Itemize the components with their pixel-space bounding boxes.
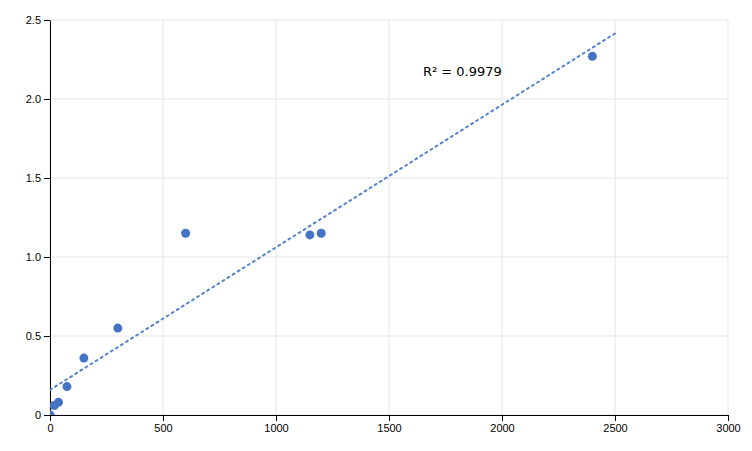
grid-line-x — [276, 20, 277, 415]
y-tick-label: 1.0 — [26, 251, 41, 263]
y-tick-label: 1.5 — [26, 172, 41, 184]
x-tick-mark — [728, 415, 729, 421]
y-tick-mark — [44, 178, 50, 179]
y-tick: 1.5 — [26, 172, 50, 184]
x-tick-label: 2000 — [490, 422, 514, 434]
scatter-point — [588, 52, 597, 61]
y-tick-label: 2.0 — [26, 93, 41, 105]
x-tick-label: 0 — [47, 422, 53, 434]
grid-line-x — [163, 20, 164, 415]
x-tick-label: 1500 — [377, 422, 401, 434]
y-tick-mark — [44, 336, 50, 337]
y-tick-label: 2.5 — [26, 14, 41, 26]
x-tick-mark — [276, 415, 277, 421]
x-tick: 0 — [47, 415, 53, 434]
x-tick-mark — [50, 415, 51, 421]
annotations: R² = 0.9979 — [423, 64, 502, 79]
scatter-point — [79, 354, 88, 363]
y-tick-label: 0.5 — [26, 330, 41, 342]
y-tick: 2.0 — [26, 93, 50, 105]
x-tick-label: 3000 — [716, 422, 740, 434]
grid-line-x — [728, 20, 729, 415]
grid-line-x — [502, 20, 503, 415]
grid-line-x — [389, 20, 390, 415]
plot: 0 500 1000 1500 2000 2500 3000 0 0.5 1.0 1.5 2.0 2.5… — [26, 14, 741, 434]
grid-line-x — [50, 20, 51, 415]
grid-line-y — [50, 257, 728, 258]
y-tick-label: 0 — [35, 409, 41, 421]
chart-container: 0 500 1000 1500 2000 2500 3000 0 0.5 1.0 1.5 2.0 2.5… — [0, 0, 752, 451]
x-tick-mark — [163, 415, 164, 421]
y-tick-mark — [44, 415, 50, 416]
y-tick: 0 — [35, 409, 50, 421]
scatter-point — [317, 229, 326, 238]
y-tick-mark — [44, 99, 50, 100]
x-tick-mark — [502, 415, 503, 421]
x-tick: 1000 — [264, 415, 288, 434]
x-tick-mark — [389, 415, 390, 421]
y-axis: 0 0.5 1.0 1.5 2.0 2.5 — [26, 14, 51, 421]
scatter-point — [113, 324, 122, 333]
x-tick: 1500 — [377, 415, 401, 434]
x-axis: 0 500 1000 1500 2000 2500 3000 — [47, 415, 740, 434]
scatter-point — [62, 382, 71, 391]
x-tick: 2500 — [603, 415, 627, 434]
x-tick-label: 1000 — [264, 422, 288, 434]
marks — [50, 33, 615, 415]
scatter-point — [181, 229, 190, 238]
scatter-point — [54, 398, 63, 407]
chart-svg: 0 500 1000 1500 2000 2500 3000 0 0.5 1.0 1.5 2.0 2.5… — [0, 0, 752, 451]
x-tick: 3000 — [716, 415, 740, 434]
y-tick-mark — [44, 257, 50, 258]
y-axis-line — [50, 21, 51, 416]
x-tick-label: 500 — [154, 422, 172, 434]
y-tick: 0.5 — [26, 330, 50, 342]
grid-line-y — [50, 99, 728, 100]
grid-line-y — [50, 336, 728, 337]
x-tick-mark — [615, 415, 616, 421]
y-tick: 1.0 — [26, 251, 50, 263]
scatter-point — [50, 411, 55, 416]
annotation: R² = 0.9979 — [423, 64, 502, 79]
x-tick-label: 2500 — [603, 422, 627, 434]
scatter-point — [305, 230, 314, 239]
y-tick: 2.5 — [26, 14, 50, 26]
x-tick: 2000 — [490, 415, 514, 434]
grid-line-y — [50, 178, 728, 179]
trend-line — [50, 33, 615, 389]
y-tick-mark — [44, 20, 50, 21]
grid-line-y — [50, 20, 728, 21]
grid — [50, 20, 728, 415]
grid-line-x — [615, 20, 616, 415]
x-tick: 500 — [154, 415, 172, 434]
